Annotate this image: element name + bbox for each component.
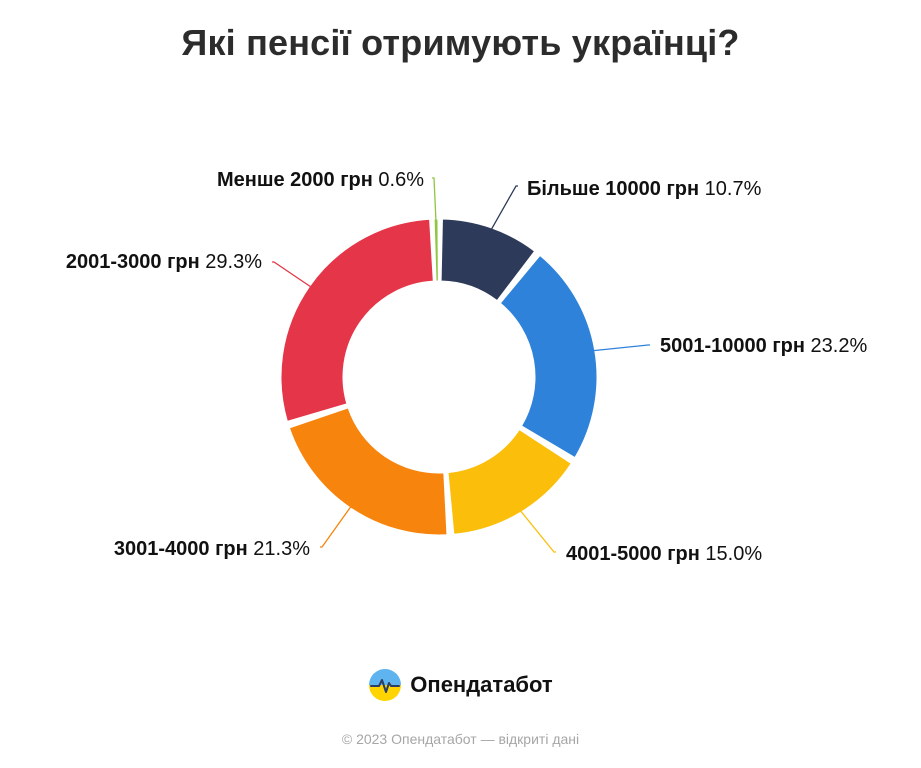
slice-label-percent: 29.3% [205,251,262,273]
chart-title: Які пенсії отримують українці? [181,22,740,63]
brand-name: Опендатабот [410,672,553,697]
slice-label: Менше 2000 грн 0.6% [217,169,424,191]
leader-line [588,344,650,352]
slice-label-name: Менше 2000 грн [217,169,378,191]
donut-chart: Більше 10000 грн 10.7% 5001-10000 грн 23.… [66,169,868,565]
slice-label-name: Більше 10000 грн [527,178,705,200]
slice-label-percent: 15.0% [705,543,762,565]
leader-line [320,502,355,548]
leader-line [517,506,556,553]
slice-label: 3001-4000 грн 21.3% [114,538,310,560]
donut-slice [440,218,536,302]
slice-label: 2001-3000 грн 29.3% [66,251,262,273]
slice-label-name: 5001-10000 грн [660,335,811,357]
slice-label-percent: 0.6% [378,169,424,191]
donut-slice [433,218,439,282]
leader-line [488,185,518,234]
slice-label-percent: 23.2% [811,335,868,357]
footer-copyright: © 2023 Опендатабот — відкриті дані [341,731,580,747]
leader-line [272,261,316,291]
brand: Опендатабот [0,668,921,702]
opendatabot-logo-icon [369,669,402,701]
slice-label-name: 4001-5000 грн [566,543,705,565]
slice-label-percent: 21.3% [253,538,310,560]
donut-slice [288,407,448,536]
slice-label: Більше 10000 грн 10.7% [527,178,762,200]
donut-slice [280,218,434,422]
slice-label-name: 2001-3000 грн [66,251,205,273]
donut-slice [447,429,572,535]
leader-line [432,177,437,226]
slice-label-name: 3001-4000 грн [114,538,253,560]
slice-label: 4001-5000 грн 15.0% [566,543,762,565]
slice-label: 5001-10000 грн 23.2% [660,335,867,357]
slice-label-percent: 10.7% [705,178,762,200]
donut-slice [499,254,598,459]
